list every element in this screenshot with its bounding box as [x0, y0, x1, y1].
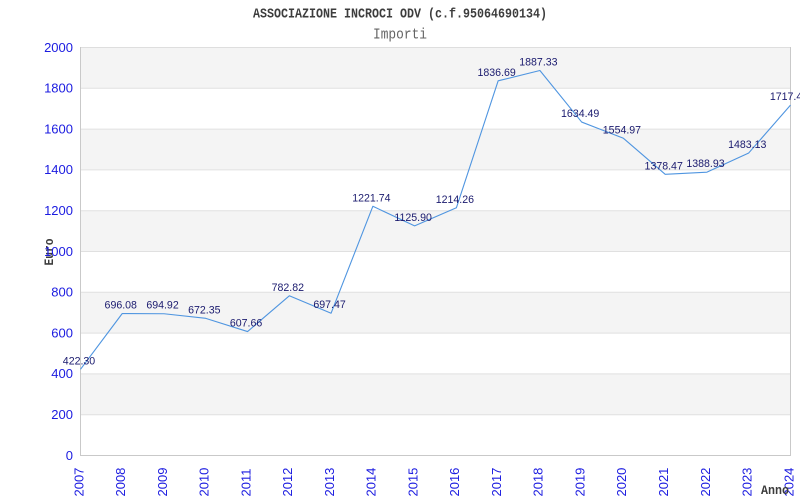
- svg-text:2008: 2008: [113, 468, 128, 497]
- svg-text:2023: 2023: [740, 468, 755, 497]
- svg-text:2014: 2014: [364, 468, 379, 497]
- svg-text:2007: 2007: [71, 468, 86, 497]
- svg-text:Importi: Importi: [373, 27, 427, 44]
- svg-text:422.30: 422.30: [63, 355, 96, 367]
- svg-text:672.35: 672.35: [188, 304, 221, 316]
- svg-text:2015: 2015: [405, 468, 420, 497]
- svg-text:600: 600: [51, 325, 73, 340]
- svg-text:1388.93: 1388.93: [686, 158, 724, 170]
- svg-text:2000: 2000: [44, 40, 73, 55]
- svg-text:2020: 2020: [614, 468, 629, 497]
- svg-text:2018: 2018: [531, 468, 546, 497]
- svg-text:1400: 1400: [44, 162, 73, 177]
- svg-text:1214.26: 1214.26: [436, 194, 474, 206]
- svg-text:2009: 2009: [155, 468, 170, 497]
- svg-text:697.47: 697.47: [313, 299, 346, 311]
- svg-text:2021: 2021: [656, 468, 671, 497]
- svg-text:2013: 2013: [322, 468, 337, 497]
- svg-text:2022: 2022: [698, 468, 713, 497]
- svg-text:607.66: 607.66: [230, 318, 263, 330]
- svg-text:2017: 2017: [489, 468, 504, 497]
- svg-text:200: 200: [51, 407, 73, 422]
- svg-text:1221.74: 1221.74: [352, 192, 390, 204]
- svg-text:1000: 1000: [44, 244, 73, 259]
- svg-text:1887.33: 1887.33: [519, 56, 557, 68]
- svg-text:Anno: Anno: [761, 484, 789, 498]
- svg-text:Euro: Euro: [43, 239, 57, 266]
- svg-text:1717.45: 1717.45: [770, 91, 800, 103]
- svg-text:1483.13: 1483.13: [728, 139, 766, 151]
- svg-text:1836.69: 1836.69: [478, 67, 516, 79]
- svg-text:400: 400: [51, 366, 73, 381]
- svg-text:2010: 2010: [197, 468, 212, 497]
- svg-text:2016: 2016: [447, 468, 462, 497]
- svg-text:1125.90: 1125.90: [394, 212, 432, 224]
- svg-text:696.08: 696.08: [105, 300, 138, 312]
- svg-text:ASSOCIAZIONE INCROCI ODV (c.f.: ASSOCIAZIONE INCROCI ODV (c.f.9506469013…: [253, 7, 547, 23]
- svg-text:1634.49: 1634.49: [561, 108, 599, 120]
- svg-text:782.82: 782.82: [272, 282, 305, 294]
- svg-text:1378.47: 1378.47: [645, 160, 683, 172]
- svg-text:1554.97: 1554.97: [603, 124, 641, 136]
- svg-text:2011: 2011: [238, 469, 253, 497]
- svg-text:0: 0: [66, 448, 73, 463]
- svg-text:2024: 2024: [781, 468, 796, 497]
- svg-text:694.92: 694.92: [146, 300, 179, 312]
- svg-text:1600: 1600: [44, 121, 73, 136]
- svg-text:2019: 2019: [572, 468, 587, 497]
- svg-text:1200: 1200: [44, 203, 73, 218]
- svg-text:2012: 2012: [280, 468, 295, 497]
- svg-text:1800: 1800: [44, 81, 73, 96]
- svg-text:800: 800: [51, 285, 73, 300]
